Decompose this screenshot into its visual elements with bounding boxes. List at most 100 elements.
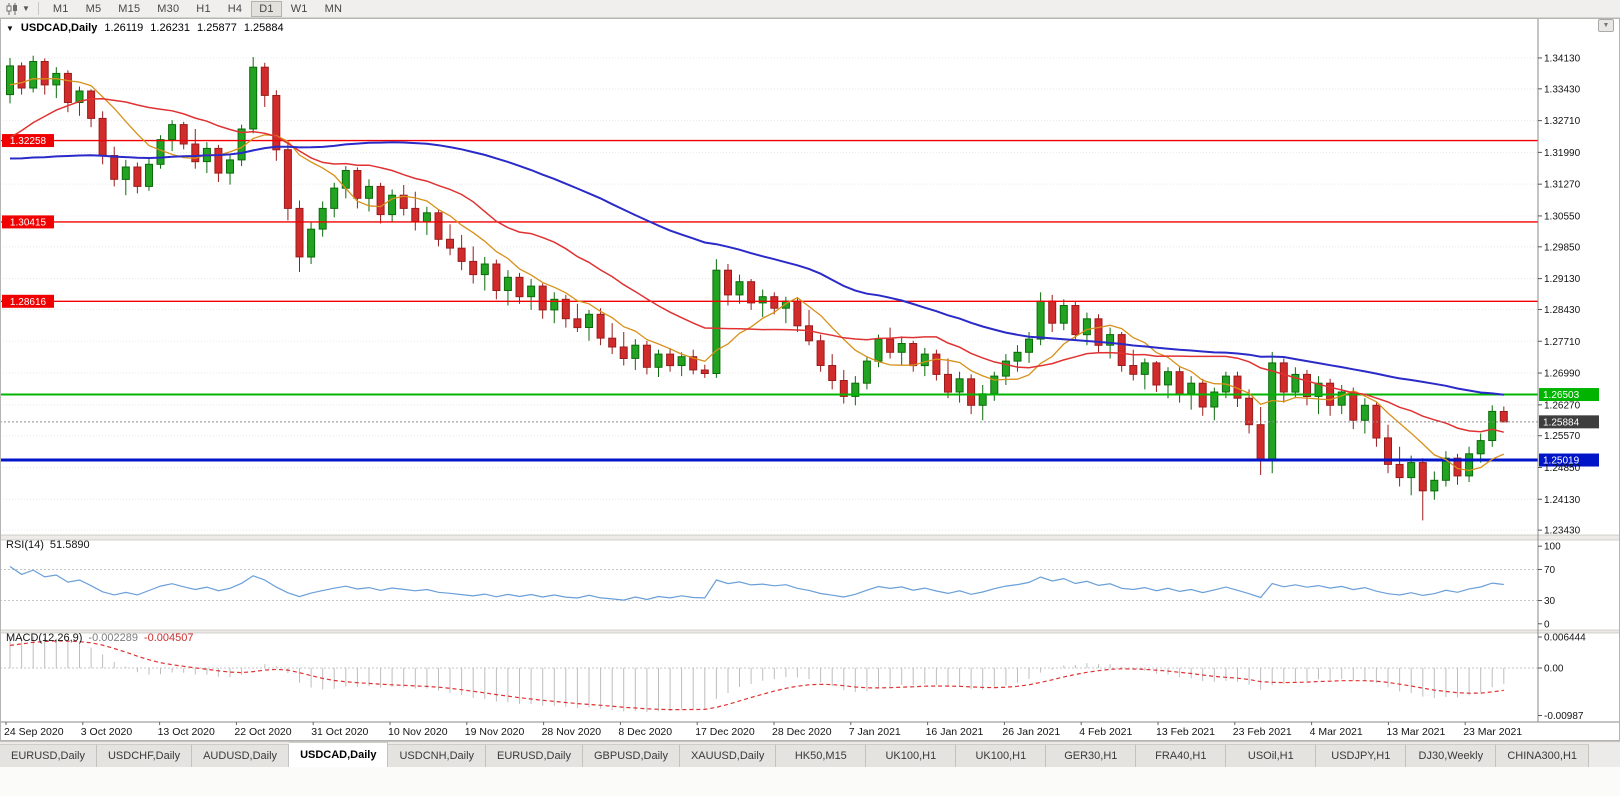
bottom-strip: [0, 767, 1620, 796]
svg-text:22 Oct 2020: 22 Oct 2020: [234, 726, 291, 738]
svg-text:3 Oct 2020: 3 Oct 2020: [81, 726, 133, 738]
svg-text:1.26990: 1.26990: [1544, 369, 1581, 380]
svg-text:-0.00987: -0.00987: [1544, 711, 1584, 722]
svg-text:8 Dec 2020: 8 Dec 2020: [618, 726, 672, 738]
svg-text:0.00: 0.00: [1544, 664, 1564, 675]
svg-text:7 Jan 2021: 7 Jan 2021: [849, 726, 901, 738]
ma-line-8: [9, 77, 1505, 472]
svg-text:1.33430: 1.33430: [1544, 84, 1581, 95]
svg-text:13 Feb 2021: 13 Feb 2021: [1156, 726, 1215, 738]
svg-text:1.24850: 1.24850: [1544, 463, 1581, 474]
pane-separator[interactable]: [0, 534, 1620, 541]
grid-layer: [0, 57, 1538, 669]
rsi-line: [9, 566, 1504, 601]
timeframe-button-m1[interactable]: M1: [52, 2, 69, 15]
svg-text:0.006444: 0.006444: [1544, 633, 1586, 644]
svg-text:1.25570: 1.25570: [1544, 431, 1581, 442]
svg-text:1.31990: 1.31990: [1544, 148, 1581, 159]
svg-text:13 Mar 2021: 13 Mar 2021: [1386, 726, 1445, 738]
svg-text:1.28616: 1.28616: [10, 297, 47, 308]
timeframe-button-m30[interactable]: M30: [157, 2, 180, 15]
timeframe-button-w1[interactable]: W1: [290, 2, 308, 15]
symbol-tab-ger30-h1[interactable]: GER30,H1: [1046, 744, 1137, 767]
svg-text:16 Jan 2021: 16 Jan 2021: [926, 726, 984, 738]
svg-text:1.24130: 1.24130: [1544, 495, 1581, 506]
svg-text:1.32258: 1.32258: [10, 136, 47, 147]
svg-text:13 Oct 2020: 13 Oct 2020: [158, 726, 215, 738]
symbol-tab-gbpusd-daily[interactable]: GBPUSD,Daily: [583, 744, 680, 767]
price-axis[interactable]: [1538, 57, 1542, 717]
hline-price-badge: [2, 215, 54, 229]
date-axis[interactable]: [5, 722, 1466, 725]
svg-text:31 Oct 2020: 31 Oct 2020: [311, 726, 368, 738]
symbol-tabbar: EURUSD,Daily USDCHF,Daily AUDUSD,Daily USDC…: [0, 741, 1620, 767]
hline-price-badge: [2, 294, 54, 308]
symbol-tab-usdcad-daily[interactable]: USDCAD,Daily: [289, 742, 389, 767]
svg-text:1.30550: 1.30550: [1544, 211, 1581, 222]
svg-text:1.28430: 1.28430: [1544, 305, 1581, 316]
candles-layer: [6, 55, 1508, 521]
symbol-tab-usdjpy-h1[interactable]: USDJPY,H1: [1316, 744, 1407, 767]
ma-line-50: [9, 141, 1504, 396]
candlestick-chart-icon[interactable]: [5, 2, 19, 15]
symbol-tab-audusd-daily[interactable]: AUDUSD,Daily: [192, 744, 290, 767]
svg-text:70: 70: [1544, 565, 1556, 576]
svg-text:1.29130: 1.29130: [1544, 274, 1581, 285]
svg-text:23 Feb 2021: 23 Feb 2021: [1233, 726, 1292, 738]
pane-separator[interactable]: [0, 629, 1620, 634]
svg-text:19 Nov 2020: 19 Nov 2020: [465, 726, 525, 738]
svg-text:1.26270: 1.26270: [1544, 400, 1581, 411]
timeframe-button-h1[interactable]: H1: [196, 2, 211, 15]
hlines-layer[interactable]: [0, 134, 1599, 467]
svg-text:1.34130: 1.34130: [1544, 53, 1581, 64]
svg-text:28 Nov 2020: 28 Nov 2020: [542, 726, 602, 738]
timeframe-buttons: M1 M5 M15 M30 H1 H4 D1 W1 MN: [45, 0, 350, 17]
svg-text:1.29850: 1.29850: [1544, 242, 1581, 253]
symbol-tab-uk100-h1[interactable]: UK100,H1: [866, 744, 957, 767]
symbol-tab-eurusd-daily[interactable]: EURUSD,Daily: [486, 744, 583, 767]
svg-text:1.25019: 1.25019: [1543, 456, 1580, 467]
chart-canvas[interactable]: 1.32258 1.30415 1.28616 1.26503 1.25019 1.258…: [0, 18, 1620, 741]
symbol-tab-eurusd-daily[interactable]: EURUSD,Daily: [0, 744, 97, 767]
svg-text:100: 100: [1544, 542, 1561, 553]
symbol-tab-china300-h1[interactable]: CHINA300,H1: [1496, 744, 1590, 767]
svg-text:1.27710: 1.27710: [1544, 337, 1581, 348]
svg-text:26 Jan 2021: 26 Jan 2021: [1002, 726, 1060, 738]
svg-text:1.26503: 1.26503: [1543, 390, 1580, 401]
current-price-badge: [1539, 415, 1599, 429]
svg-text:4 Feb 2021: 4 Feb 2021: [1079, 726, 1132, 738]
svg-text:23 Mar 2021: 23 Mar 2021: [1463, 726, 1522, 738]
ma-line-20: [9, 98, 1504, 433]
timeframe-button-d1[interactable]: D1: [251, 0, 282, 17]
symbol-tab-usdcnh-daily[interactable]: USDCNH,Daily: [388, 744, 487, 767]
date-axis-strip: [0, 722, 1620, 741]
timeframe-button-m5[interactable]: M5: [85, 2, 102, 15]
svg-text:24 Sep 2020: 24 Sep 2020: [4, 726, 64, 738]
svg-text:1.25884: 1.25884: [1543, 417, 1580, 428]
hline-price-badge: [1539, 388, 1599, 402]
symbol-tab-fra40-h1[interactable]: FRA40,H1: [1136, 744, 1227, 767]
symbol-tab-dj30-weekly[interactable]: DJ30,Weekly: [1406, 744, 1497, 767]
toolbar: ▼ M1 M5 M15 M30 H1 H4 D1 W1 MN: [0, 0, 1620, 18]
timeframe-button-h4[interactable]: H4: [227, 2, 243, 15]
svg-text:10 Nov 2020: 10 Nov 2020: [388, 726, 448, 738]
symbol-tab-usoil-h1[interactable]: USOil,H1: [1226, 744, 1317, 767]
symbol-tab-uk100-h1[interactable]: UK100,H1: [956, 744, 1047, 767]
timeframe-button-m15[interactable]: M15: [118, 2, 141, 15]
symbol-tab-usdchf-daily[interactable]: USDCHF,Daily: [96, 744, 193, 767]
chevron-down-icon[interactable]: ▼: [22, 4, 30, 13]
hline-price-badge: [2, 134, 54, 148]
svg-text:1.30415: 1.30415: [10, 217, 47, 228]
svg-text:17 Dec 2020: 17 Dec 2020: [695, 726, 755, 738]
timeframe-button-mn[interactable]: MN: [324, 2, 343, 15]
symbol-tab-xauusd-daily[interactable]: XAUUSD,Daily: [679, 744, 777, 767]
svg-text:1.32710: 1.32710: [1544, 116, 1581, 127]
chart-window[interactable]: 1.32258 1.30415 1.28616 1.26503 1.25019 1.258…: [0, 18, 1620, 741]
macd-histogram: [9, 636, 1505, 712]
svg-text:0: 0: [1544, 619, 1550, 630]
svg-text:1.31270: 1.31270: [1544, 180, 1581, 191]
toolbar-divider: [37, 2, 39, 15]
chart-corner-button[interactable]: ▼: [1598, 19, 1614, 32]
hline-price-badge: [1539, 453, 1599, 467]
symbol-tab-hk50-m15[interactable]: HK50,M15: [776, 744, 867, 767]
